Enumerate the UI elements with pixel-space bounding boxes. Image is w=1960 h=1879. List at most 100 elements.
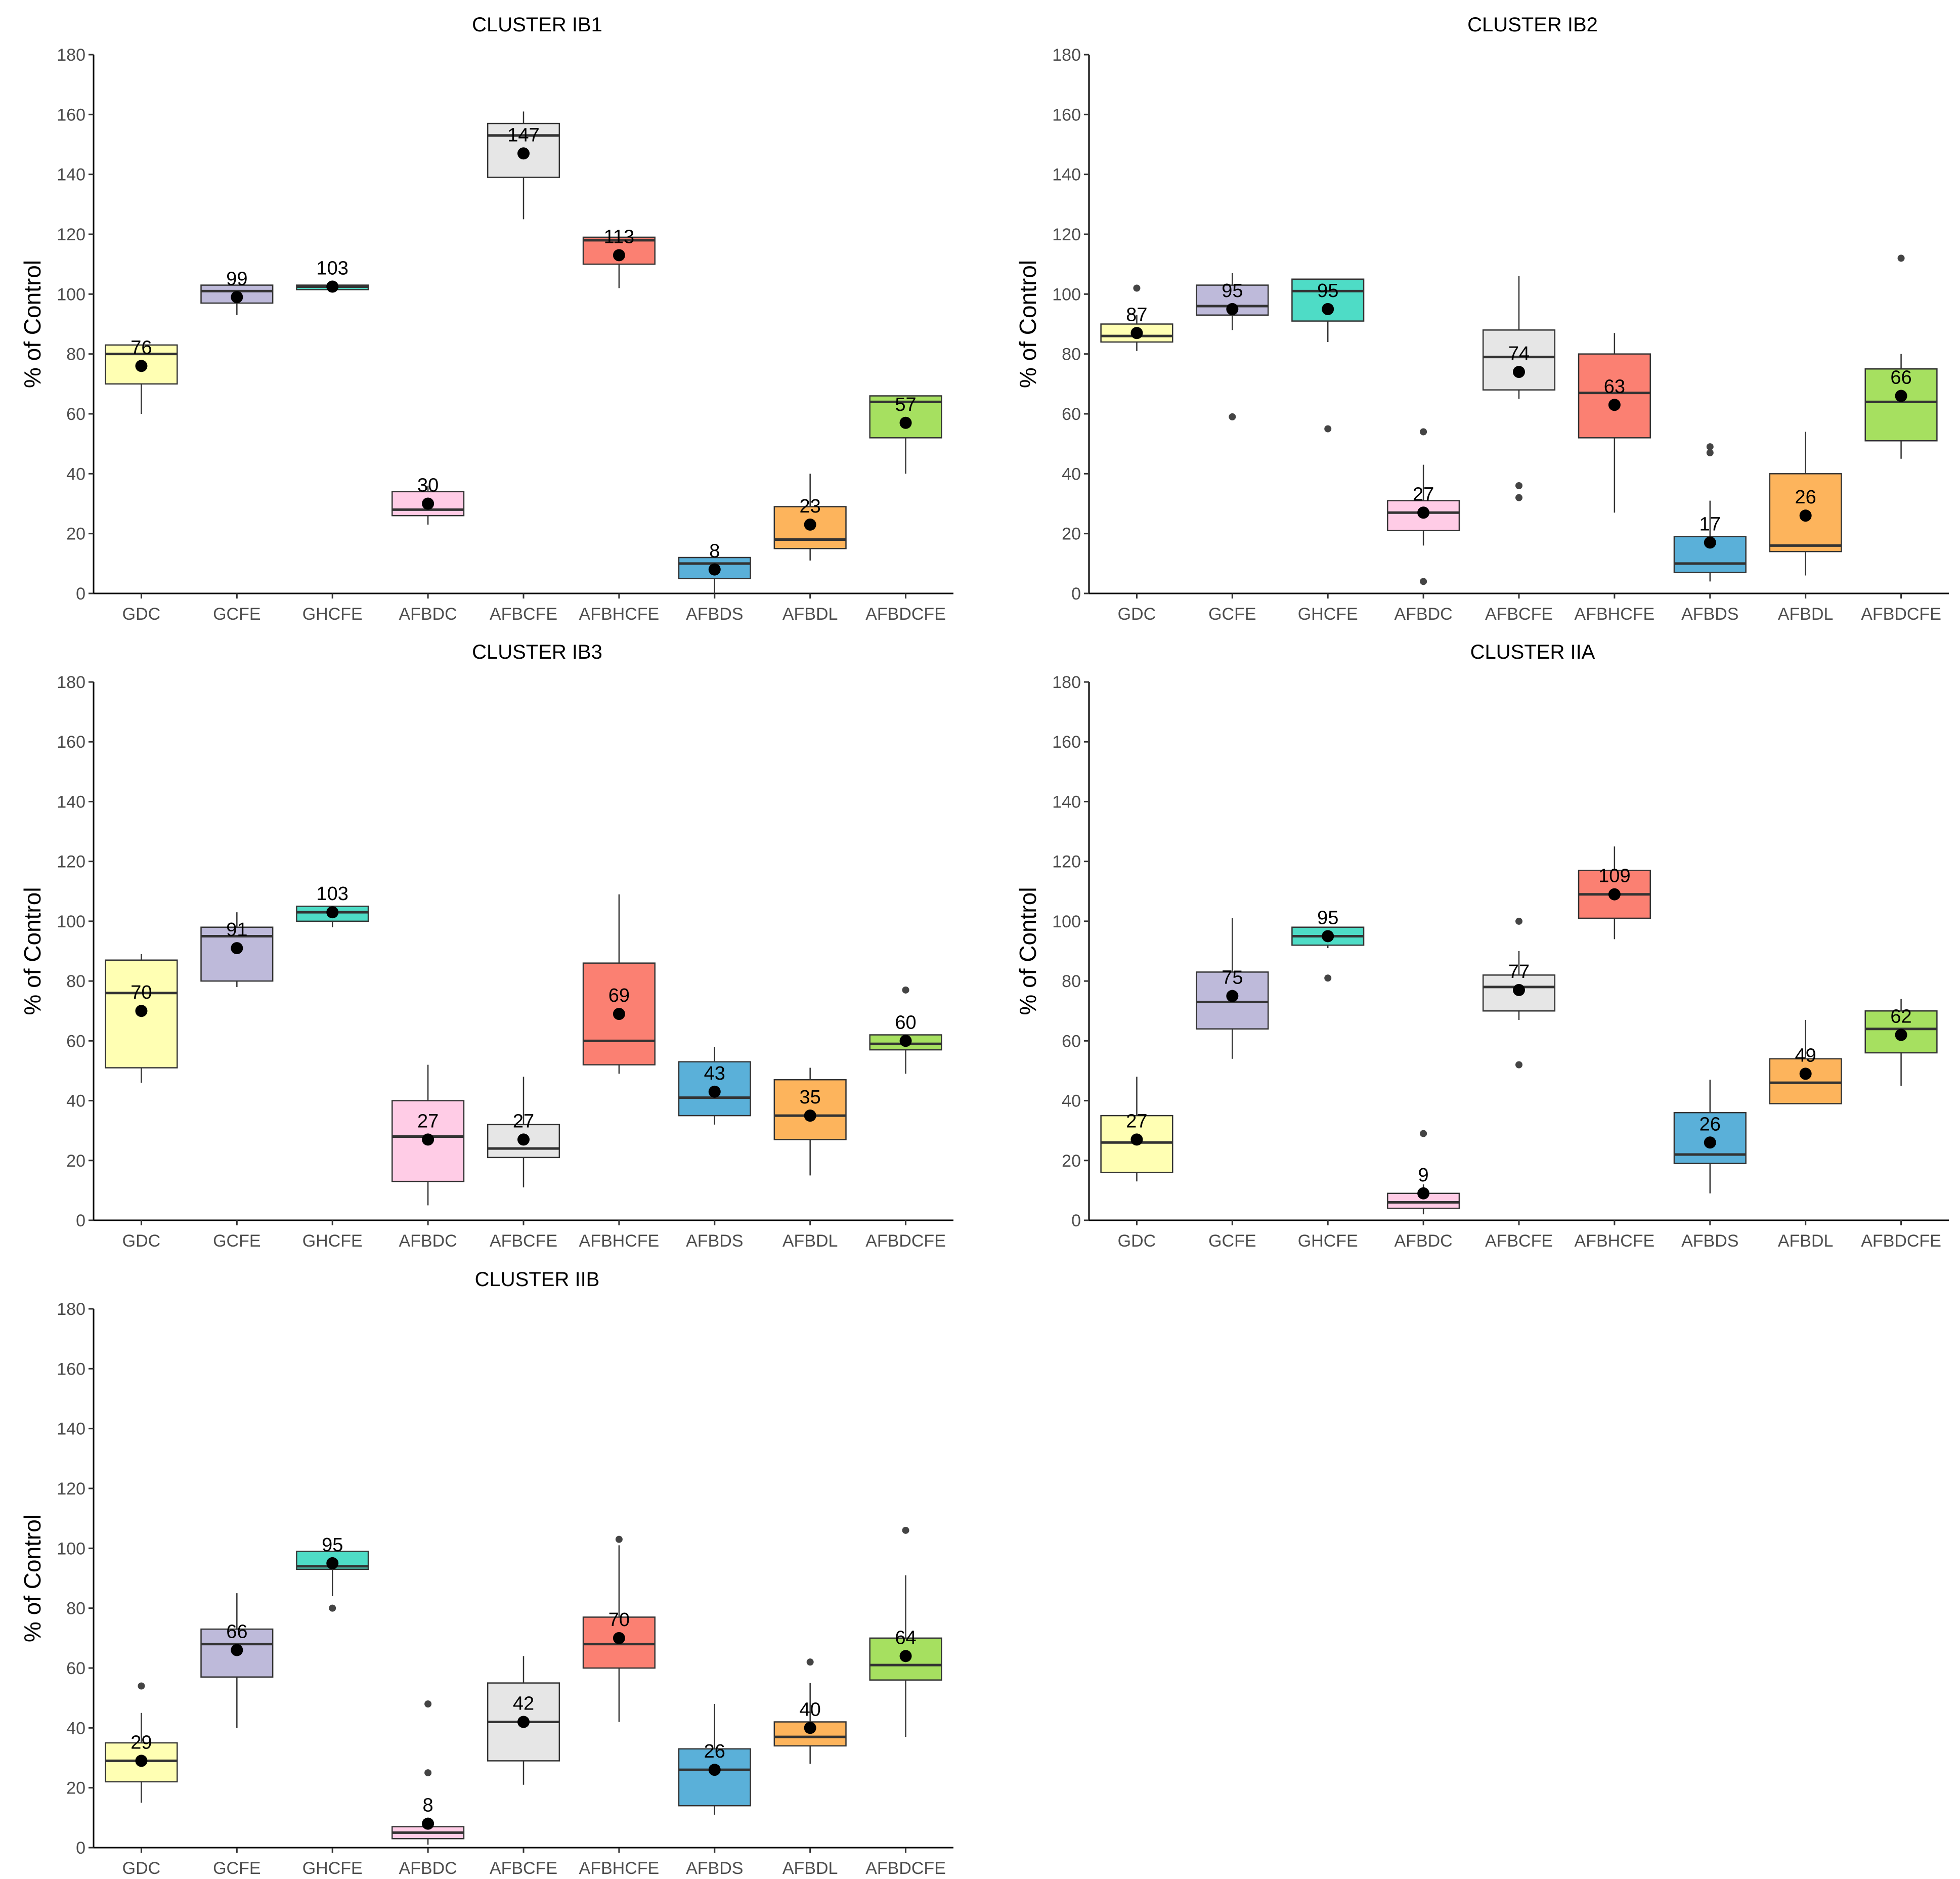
- mean-label: 27: [1126, 1111, 1147, 1132]
- box-gdc: 29: [105, 1682, 178, 1803]
- mean-point: [231, 942, 243, 955]
- mean-point: [1417, 506, 1430, 519]
- box-afbdcfe: 57: [869, 394, 942, 474]
- box-afbcfe: 27: [487, 1077, 560, 1187]
- y-tick-label: 80: [1062, 345, 1081, 364]
- mean-point: [613, 1632, 625, 1644]
- y-tick-label: 120: [1052, 225, 1081, 244]
- outlier-point: [424, 1769, 432, 1777]
- mean-label: 26: [1795, 487, 1816, 508]
- y-tick-label: 140: [57, 1420, 85, 1439]
- mean-label: 43: [704, 1063, 725, 1084]
- x-tick-label: AFBDS: [686, 605, 743, 624]
- y-tick-label: 20: [1062, 525, 1081, 544]
- y-tick-label: 60: [66, 1032, 85, 1051]
- y-tick-label: 0: [1071, 1211, 1081, 1230]
- y-tick-label: 80: [1062, 972, 1081, 991]
- y-tick-label: 60: [1062, 1032, 1081, 1051]
- mean-label: 40: [800, 1699, 821, 1720]
- x-tick-label: GCFE: [1208, 605, 1256, 624]
- outlier-point: [1706, 443, 1714, 451]
- outlier-point: [902, 1526, 909, 1534]
- y-tick-label: 40: [66, 1092, 85, 1111]
- outlier-point: [1515, 917, 1522, 925]
- outlier-point: [1324, 425, 1332, 433]
- mean-point: [708, 1085, 721, 1098]
- mean-point: [1704, 536, 1716, 549]
- x-tick-label: AFBDS: [686, 1231, 743, 1251]
- y-tick-label: 20: [1062, 1151, 1081, 1171]
- box-afbdc: 8: [391, 1700, 465, 1845]
- box-afbds: 8: [678, 541, 751, 593]
- mean-point: [1895, 390, 1907, 402]
- mean-point: [1417, 1187, 1430, 1200]
- mean-point: [1322, 930, 1334, 943]
- mean-label: 66: [1890, 367, 1911, 389]
- y-tick-label: 140: [57, 792, 85, 812]
- x-tick-label: AFBDCFE: [865, 1859, 946, 1878]
- x-tick-label: AFBDC: [399, 1231, 457, 1251]
- mean-point: [326, 1557, 339, 1569]
- chart-title: CLUSTER IIB: [475, 1268, 600, 1291]
- box-ghcfe: 95: [1291, 278, 1365, 433]
- x-tick-label: AFBDC: [1394, 605, 1452, 624]
- box-afbdcfe: 62: [1864, 999, 1938, 1086]
- mean-label: 147: [507, 124, 539, 146]
- x-tick-label: AFBCFE: [1485, 605, 1553, 624]
- x-tick-label: GCFE: [213, 1859, 260, 1878]
- x-tick-label: GDC: [122, 1859, 161, 1878]
- x-tick-label: AFBHCFE: [579, 1231, 660, 1251]
- box-afbhcfe: 70: [582, 1535, 656, 1722]
- y-tick-label: 40: [1062, 1092, 1081, 1111]
- mean-label: 95: [1222, 280, 1243, 302]
- y-tick-label: 180: [57, 46, 85, 65]
- mean-point: [804, 1109, 816, 1122]
- y-tick-label: 160: [57, 105, 85, 124]
- box-afbdl: 49: [1769, 1019, 1842, 1104]
- mean-point: [1226, 303, 1239, 315]
- mean-point: [326, 906, 339, 919]
- mean-point: [1322, 303, 1334, 315]
- x-tick-label: AFBDL: [782, 1859, 838, 1878]
- mean-label: 9: [1418, 1165, 1429, 1186]
- mean-label: 42: [513, 1693, 534, 1715]
- box-gdc: 27: [1100, 1077, 1173, 1182]
- y-axis-label: % of Control: [19, 887, 46, 1015]
- x-tick-label: GHCFE: [302, 605, 363, 624]
- mean-label: 17: [1700, 514, 1721, 535]
- mean-label: 49: [1795, 1045, 1816, 1066]
- outlier-point: [1420, 1130, 1427, 1137]
- outlier-point: [138, 1682, 145, 1690]
- mean-label: 66: [226, 1621, 247, 1643]
- y-tick-label: 0: [76, 1211, 85, 1230]
- y-tick-label: 140: [1052, 165, 1081, 185]
- y-axis-label: % of Control: [1015, 887, 1041, 1015]
- chart-title: CLUSTER IIA: [1470, 641, 1595, 663]
- y-tick-label: 100: [1052, 912, 1081, 931]
- box-gcfe: 99: [200, 268, 274, 315]
- x-tick-label: AFBDCFE: [865, 605, 946, 624]
- x-tick-label: AFBHCFE: [1575, 605, 1655, 624]
- mean-label: 64: [895, 1627, 916, 1648]
- box-afbcfe: 42: [487, 1656, 560, 1785]
- x-tick-label: GDC: [122, 605, 161, 624]
- box-afbds: 26: [678, 1704, 751, 1815]
- box-afbcfe: 147: [487, 111, 560, 220]
- mean-label: 91: [226, 919, 247, 941]
- y-axis-label: % of Control: [19, 1514, 46, 1642]
- mean-label: 26: [1700, 1114, 1721, 1135]
- box-gdc: 76: [105, 337, 178, 414]
- box-iqr: [678, 1748, 751, 1807]
- outlier-point: [1420, 428, 1427, 436]
- chart-title: CLUSTER IB3: [472, 641, 602, 663]
- box-afbdcfe: 60: [869, 986, 942, 1074]
- mean-point: [231, 1644, 243, 1656]
- mean-label: 23: [800, 496, 821, 517]
- y-tick-label: 0: [1071, 584, 1081, 604]
- outlier-point: [329, 1604, 336, 1612]
- x-tick-label: AFBDC: [1394, 1231, 1452, 1251]
- mean-label: 77: [1508, 961, 1530, 983]
- mean-point: [804, 1722, 816, 1734]
- y-tick-label: 40: [1062, 464, 1081, 484]
- outlier-point: [1229, 413, 1236, 420]
